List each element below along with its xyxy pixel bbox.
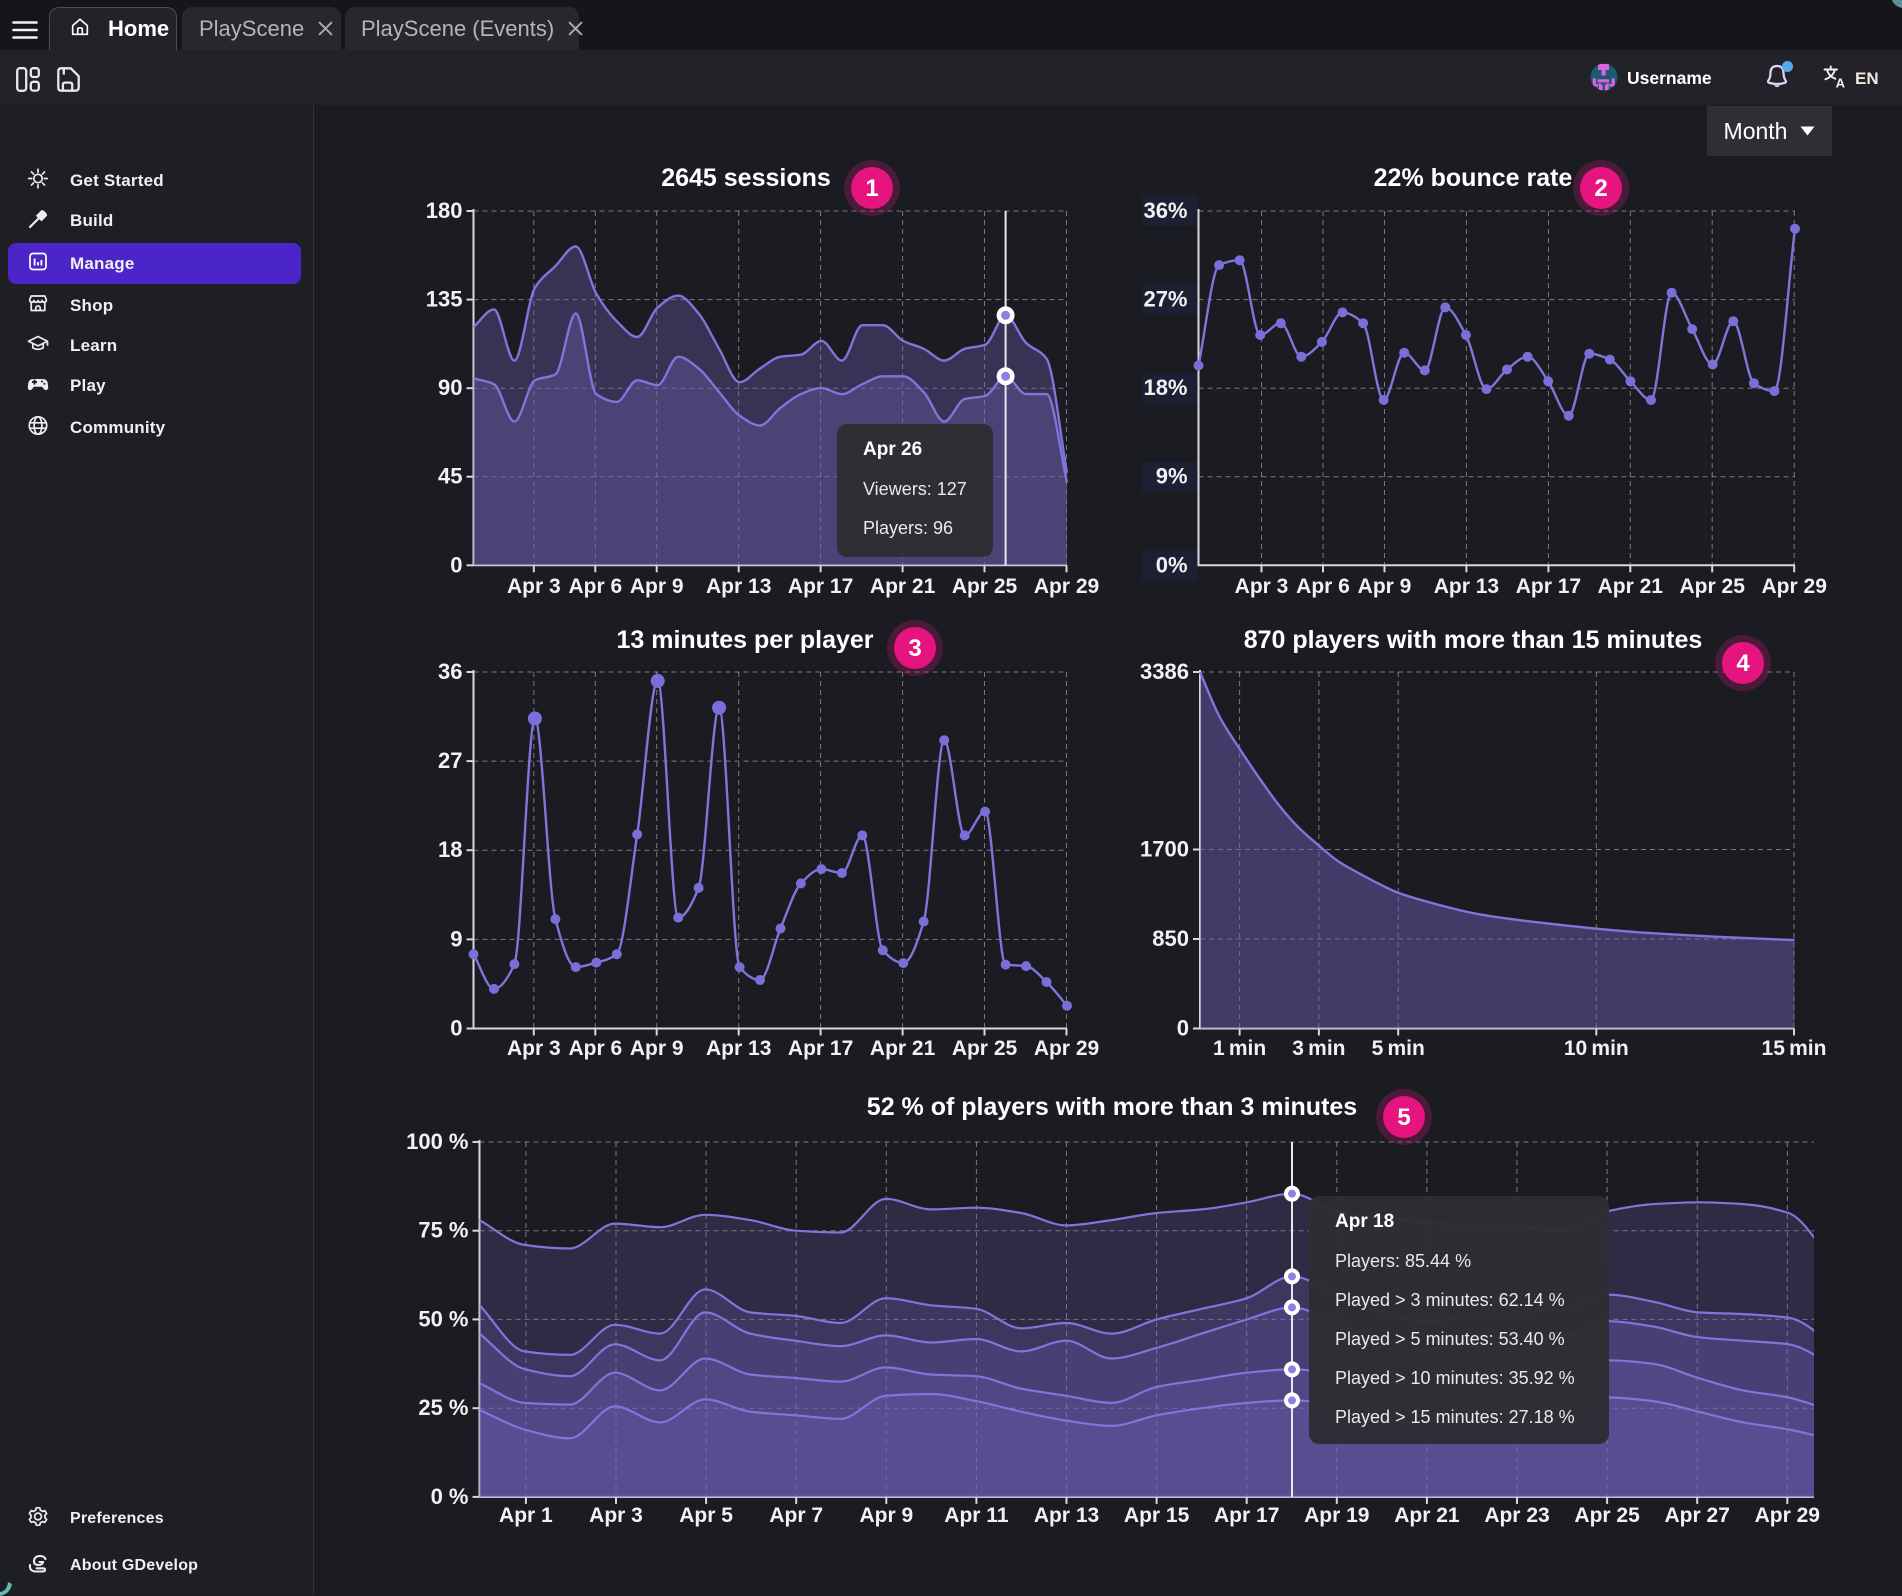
- svg-text:A: A: [1836, 76, 1846, 91]
